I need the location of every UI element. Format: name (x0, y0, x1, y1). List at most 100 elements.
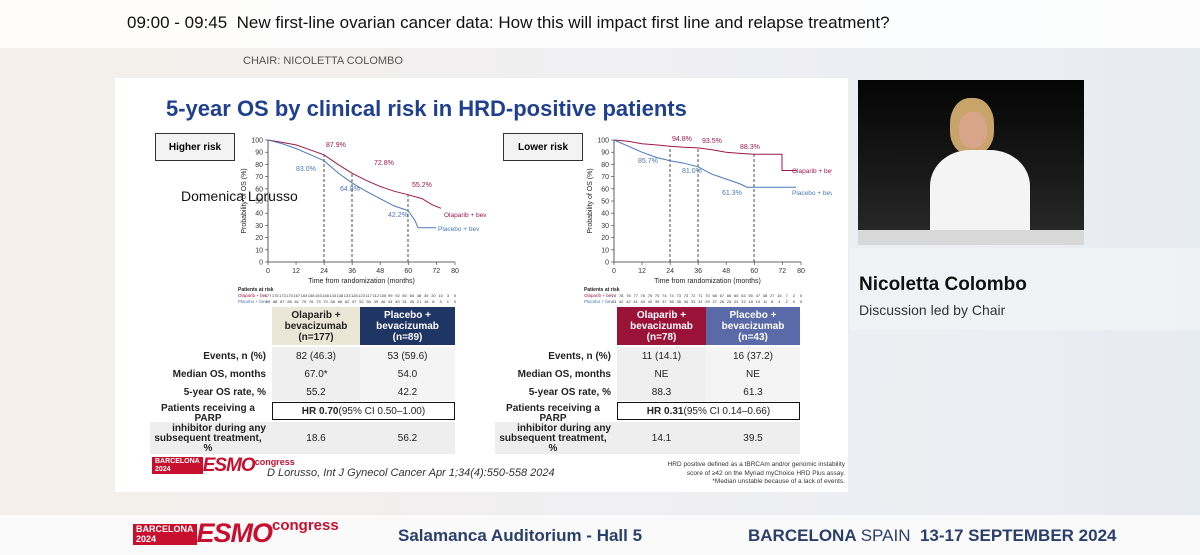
at-risk-count: 40 (395, 299, 400, 303)
x-axis-label: Time from randomization (months) (654, 278, 761, 285)
header-line: Olaparib + (636, 309, 687, 321)
at-risk-count: 21 (417, 299, 422, 303)
at-risk-count: 158 (308, 293, 315, 298)
at-risk-count: 79 (302, 299, 307, 303)
row-label: 5-year OS rate, % (183, 386, 266, 398)
cell-value: 16 (37.2) (706, 347, 800, 365)
at-risk-count: 74 (662, 293, 667, 298)
speaker-role: Discussion led by Chair (859, 302, 1006, 318)
at-risk-count: 85 (287, 299, 292, 303)
at-risk-count: 34 (684, 299, 689, 303)
speaker-overlay: Domenica Lorusso (181, 188, 298, 204)
hr-ci: (95% CI 0.14–0.66) (683, 405, 771, 417)
at-risk-count: 15 (777, 293, 782, 298)
curve-annotation: 83.0% (296, 166, 316, 173)
slide-title: 5-year OS by clinical risk in HRD-positi… (166, 96, 687, 121)
curve-annotation: 87.9% (326, 142, 346, 149)
hr-value: HR 0.31 (646, 405, 684, 417)
at-risk-count: 80 (402, 293, 407, 298)
footer-logo: BARCELONA 2024 ESMO congress (133, 517, 339, 548)
at-risk-count: 75 (655, 293, 660, 298)
at-risk-count: 49 (374, 299, 379, 303)
at-risk-name: Placebo + bev (238, 299, 267, 303)
y-tick-label: 50 (601, 199, 609, 206)
cell-value: 55.2 (272, 383, 360, 401)
x-tick-label: 80 (797, 268, 805, 275)
risk-label: Higher risk (155, 133, 235, 161)
logo-brand: ESMO (202, 455, 256, 476)
y-tick-label: 70 (601, 174, 609, 181)
header-line: Olaparib + (291, 309, 341, 321)
at-risk-count: 77 (633, 293, 638, 298)
y-tick-label: 30 (601, 223, 609, 230)
row-label: 5-year OS rate, % (528, 386, 611, 398)
at-risk-count: 10 (438, 293, 443, 298)
x-tick-label: 24 (666, 268, 674, 275)
location: BARCELONA SPAIN 13-17 SEPTEMBER 2024 (748, 526, 1116, 546)
y-tick-label: 80 (255, 162, 263, 169)
speaker-video (858, 80, 1084, 245)
at-risk-count: 46 (381, 299, 386, 303)
hr-ci: (95% CI 0.50–1.00) (338, 405, 426, 417)
header-line: bevacizumab (721, 320, 785, 332)
at-risk-count: 0 (454, 293, 457, 298)
y-tick-label: 20 (255, 235, 263, 242)
x-tick-label: 72 (432, 268, 440, 275)
at-risk-count: 70 (705, 293, 710, 298)
x-tick-label: 72 (778, 268, 786, 275)
legend-label: Olaparib + bev (444, 212, 486, 219)
x-tick-label: 80 (451, 268, 459, 275)
at-risk-count: 73 (684, 293, 689, 298)
session-time: 09:00 - 09:45 (127, 13, 228, 32)
at-risk-count: 72 (691, 293, 696, 298)
column-header: Olaparib + bevacizumab (n=177) (272, 307, 360, 345)
at-risk-count: 66 (338, 299, 343, 303)
at-risk-count: 25 (727, 299, 732, 303)
at-risk-count: 73 (316, 299, 321, 303)
parp-row-bg (495, 422, 800, 454)
at-risk-count: 43 (612, 299, 617, 303)
y-tick-label: 90 (601, 150, 609, 157)
header-line: bevacizumab (630, 320, 693, 332)
olaparib-curve (267, 139, 442, 209)
at-risk-count: 78 (612, 293, 617, 298)
header-line: bevacizumab (284, 320, 348, 332)
at-risk-title: Patients at risk (238, 287, 274, 293)
at-risk-count: 7 (785, 293, 788, 298)
at-risk-count: 143 (329, 293, 336, 298)
y-tick-label: 60 (255, 186, 263, 193)
at-risk-count: 70 (323, 299, 328, 303)
curve-annotation: 55.2% (412, 182, 432, 189)
x-tick-label: 48 (722, 268, 730, 275)
logo-city: BARCELONA (136, 524, 194, 535)
at-risk-count: 57 (352, 299, 357, 303)
speaker-name: Nicoletta Colombo (859, 274, 1027, 295)
y-tick-label: 70 (255, 174, 263, 181)
logo-city: BARCELONA (155, 458, 200, 466)
y-tick-label: 90 (255, 150, 263, 157)
placebo-curve (613, 139, 796, 188)
at-risk-count: 65 (734, 293, 739, 298)
at-risk-count: 27 (770, 293, 775, 298)
at-risk-count: 2 (785, 299, 788, 303)
column-header: Placebo + bevacizumab (n=89) (360, 307, 455, 345)
at-risk-count: 88 (273, 299, 278, 303)
logo-brand: ESMO (196, 518, 274, 548)
chair: CHAIR: NICOLETTA COLOMBO (243, 55, 403, 67)
curve-annotation: 88.3% (740, 144, 760, 151)
footnote-line: score of ≥42 on the Myriad myChoice HRD … (686, 469, 845, 477)
at-risk-title: Patients at risk (584, 287, 620, 293)
cell-value: 11 (14.1) (617, 347, 706, 365)
curve-annotation: 42.2% (388, 212, 408, 219)
row-label: Median OS, months (517, 368, 611, 380)
x-tick-label: 60 (750, 268, 758, 275)
footnote: HRD positive defined as a tBRCAm and/or … (590, 461, 845, 487)
header-line: Placebo + (384, 309, 431, 321)
at-risk-count: 133 (344, 293, 351, 298)
session-line: 09:00 - 09:45 New first-line ovarian can… (127, 13, 890, 33)
x-tick-label: 60 (404, 268, 412, 275)
cell-value: NE (706, 365, 800, 383)
at-risk-count: 112 (373, 293, 380, 298)
